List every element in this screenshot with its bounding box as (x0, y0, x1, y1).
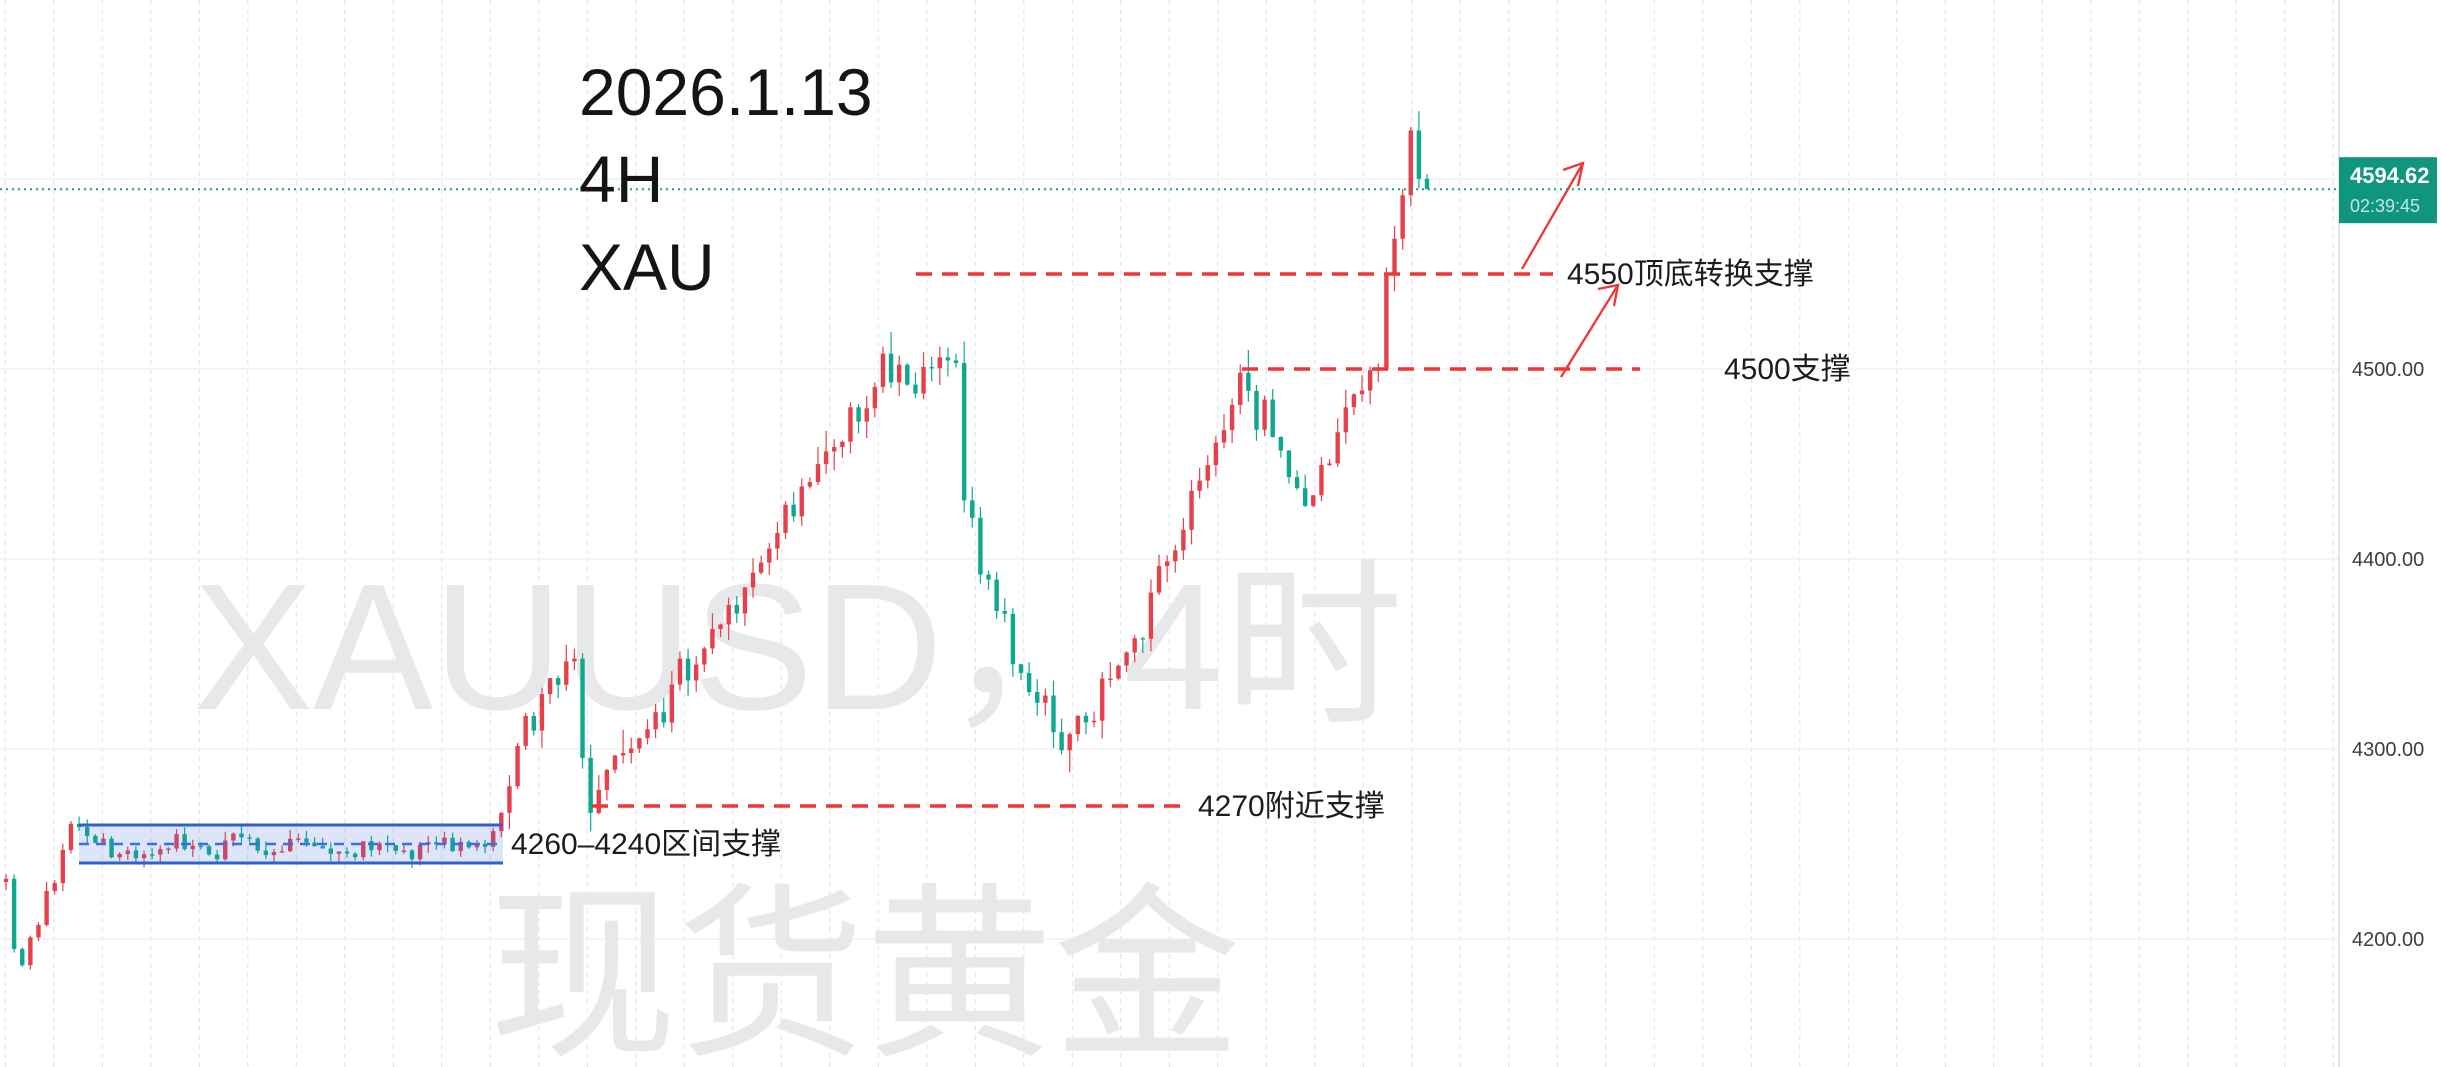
svg-text:XAU: XAU (579, 230, 715, 304)
svg-text:4500.00: 4500.00 (2352, 359, 2424, 381)
svg-text:现货黄金: 现货黄金 (489, 871, 1241, 1067)
svg-text:02:39:45: 02:39:45 (2350, 196, 2420, 216)
svg-text:4200.00: 4200.00 (2352, 929, 2424, 951)
svg-text:4594.62: 4594.62 (2350, 163, 2430, 188)
svg-text:XAUUSD，4时: XAUUSD，4时 (193, 547, 1403, 748)
svg-text:2026.1.13: 2026.1.13 (579, 55, 873, 129)
svg-text:4270附近支撑: 4270附近支撑 (1198, 790, 1385, 823)
svg-text:4H: 4H (579, 142, 663, 216)
svg-text:4260–4240区间支撑: 4260–4240区间支撑 (511, 828, 781, 861)
svg-text:4300.00: 4300.00 (2352, 739, 2424, 761)
svg-text:4550顶底转换支撑: 4550顶底转换支撑 (1567, 258, 1814, 291)
svg-text:4500支撑: 4500支撑 (1724, 353, 1851, 386)
svg-text:4400.00: 4400.00 (2352, 549, 2424, 571)
